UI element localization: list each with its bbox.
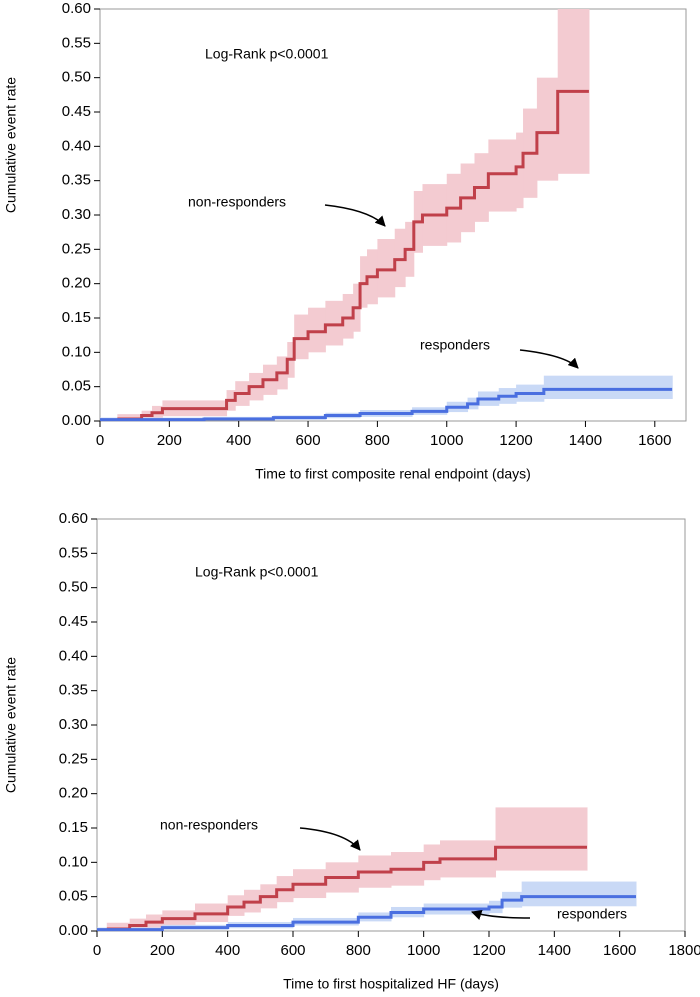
y-tick-label: 0.35 [62,172,91,189]
x-tick-label: 1200 [499,432,532,449]
confidence-band [672,375,673,400]
confidence-band [360,256,368,308]
confidence-band [536,77,559,181]
confidence-band [495,807,588,871]
confidence-band [377,239,396,298]
x-tick-label: 800 [365,432,390,449]
y-tick-label: 0.40 [59,647,88,664]
x-tick-label: 200 [157,432,182,449]
y-tick-label: 0.00 [62,412,91,429]
y-tick-label: 0.55 [59,544,88,561]
x-tick-label: 0 [93,942,101,959]
y-tick-label: 0.00 [59,922,88,939]
series-label: non-responders [160,817,258,833]
confidence-band [543,375,673,400]
y-tick-label: 0.20 [59,785,88,802]
confidence-band [342,293,354,339]
y-axis-label: Cumulative event rate [3,657,19,793]
confidence-band [106,922,131,931]
confidence-band [294,314,309,360]
survival-line [100,387,673,422]
series-label: responders [420,337,490,353]
x-axis-label: Time to first hospitalized HF (days) [283,976,499,992]
annotation: Log-Rank p<0.0001 [205,46,329,62]
confidence-band [394,228,406,288]
y-tick-label: 0.10 [59,853,88,870]
y-tick-label: 0.20 [62,275,91,292]
x-tick-label: 600 [280,942,305,959]
confidence-band [325,300,344,346]
y-tick-label: 0.60 [59,510,88,527]
survival-line [97,895,636,932]
series-label: responders [557,906,627,922]
x-tick-label: 800 [346,942,371,959]
survival-line [117,89,589,421]
y-tick-label: 0.60 [62,0,91,17]
y-tick-label: 0.05 [62,378,91,395]
y-tick-label: 0.25 [59,750,88,767]
annotation-arrow [299,827,361,851]
y-tick-label: 0.45 [62,103,91,120]
x-tick-label: 1400 [569,432,602,449]
x-tick-label: 1600 [638,432,671,449]
x-tick-label: 600 [296,432,321,449]
y-tick-label: 0.45 [59,613,88,630]
y-tick-label: 0.30 [59,716,88,733]
y-tick-label: 0.15 [59,819,88,836]
x-tick-label: 0 [96,432,104,449]
y-tick-label: 0.40 [62,137,91,154]
x-tick-label: 1000 [407,942,440,959]
x-tick-label: 1600 [603,942,636,959]
y-tick-label: 0.15 [62,309,91,326]
confidence-band [516,132,524,209]
confidence-band [521,881,637,907]
annotation-arrow [471,910,531,920]
confidence-band [636,881,637,907]
confidence-band [588,9,590,174]
series-label: non-responders [188,194,286,210]
annotation-arrow [324,204,386,227]
confidence-band [308,307,326,353]
y-tick-label: 0.50 [59,579,88,596]
x-tick-label: 1800 [668,942,700,959]
plot-frame [99,8,687,422]
y-tick-label: 0.10 [62,343,91,360]
x-tick-label: 400 [226,432,251,449]
y-tick-label: 0.55 [62,34,91,51]
survival-line [106,845,587,931]
y-axis-label: Cumulative event rate [3,77,19,213]
confidence-band [587,807,588,871]
x-tick-label: 1200 [472,942,505,959]
y-tick-label: 0.35 [59,682,88,699]
x-tick-label: 400 [215,942,240,959]
x-tick-label: 200 [150,942,175,959]
y-tick-label: 0.05 [59,888,88,905]
y-tick-label: 0.50 [62,69,91,86]
annotation: Log-Rank p<0.0001 [195,564,319,580]
x-axis-label: Time to first composite renal endpoint (… [255,466,531,482]
confidence-band [488,139,517,212]
x-tick-label: 1400 [538,942,571,959]
y-tick-label: 0.30 [62,206,91,223]
y-tick-label: 0.25 [62,240,91,257]
annotation-arrow [519,349,579,369]
x-tick-label: 1000 [430,432,463,449]
